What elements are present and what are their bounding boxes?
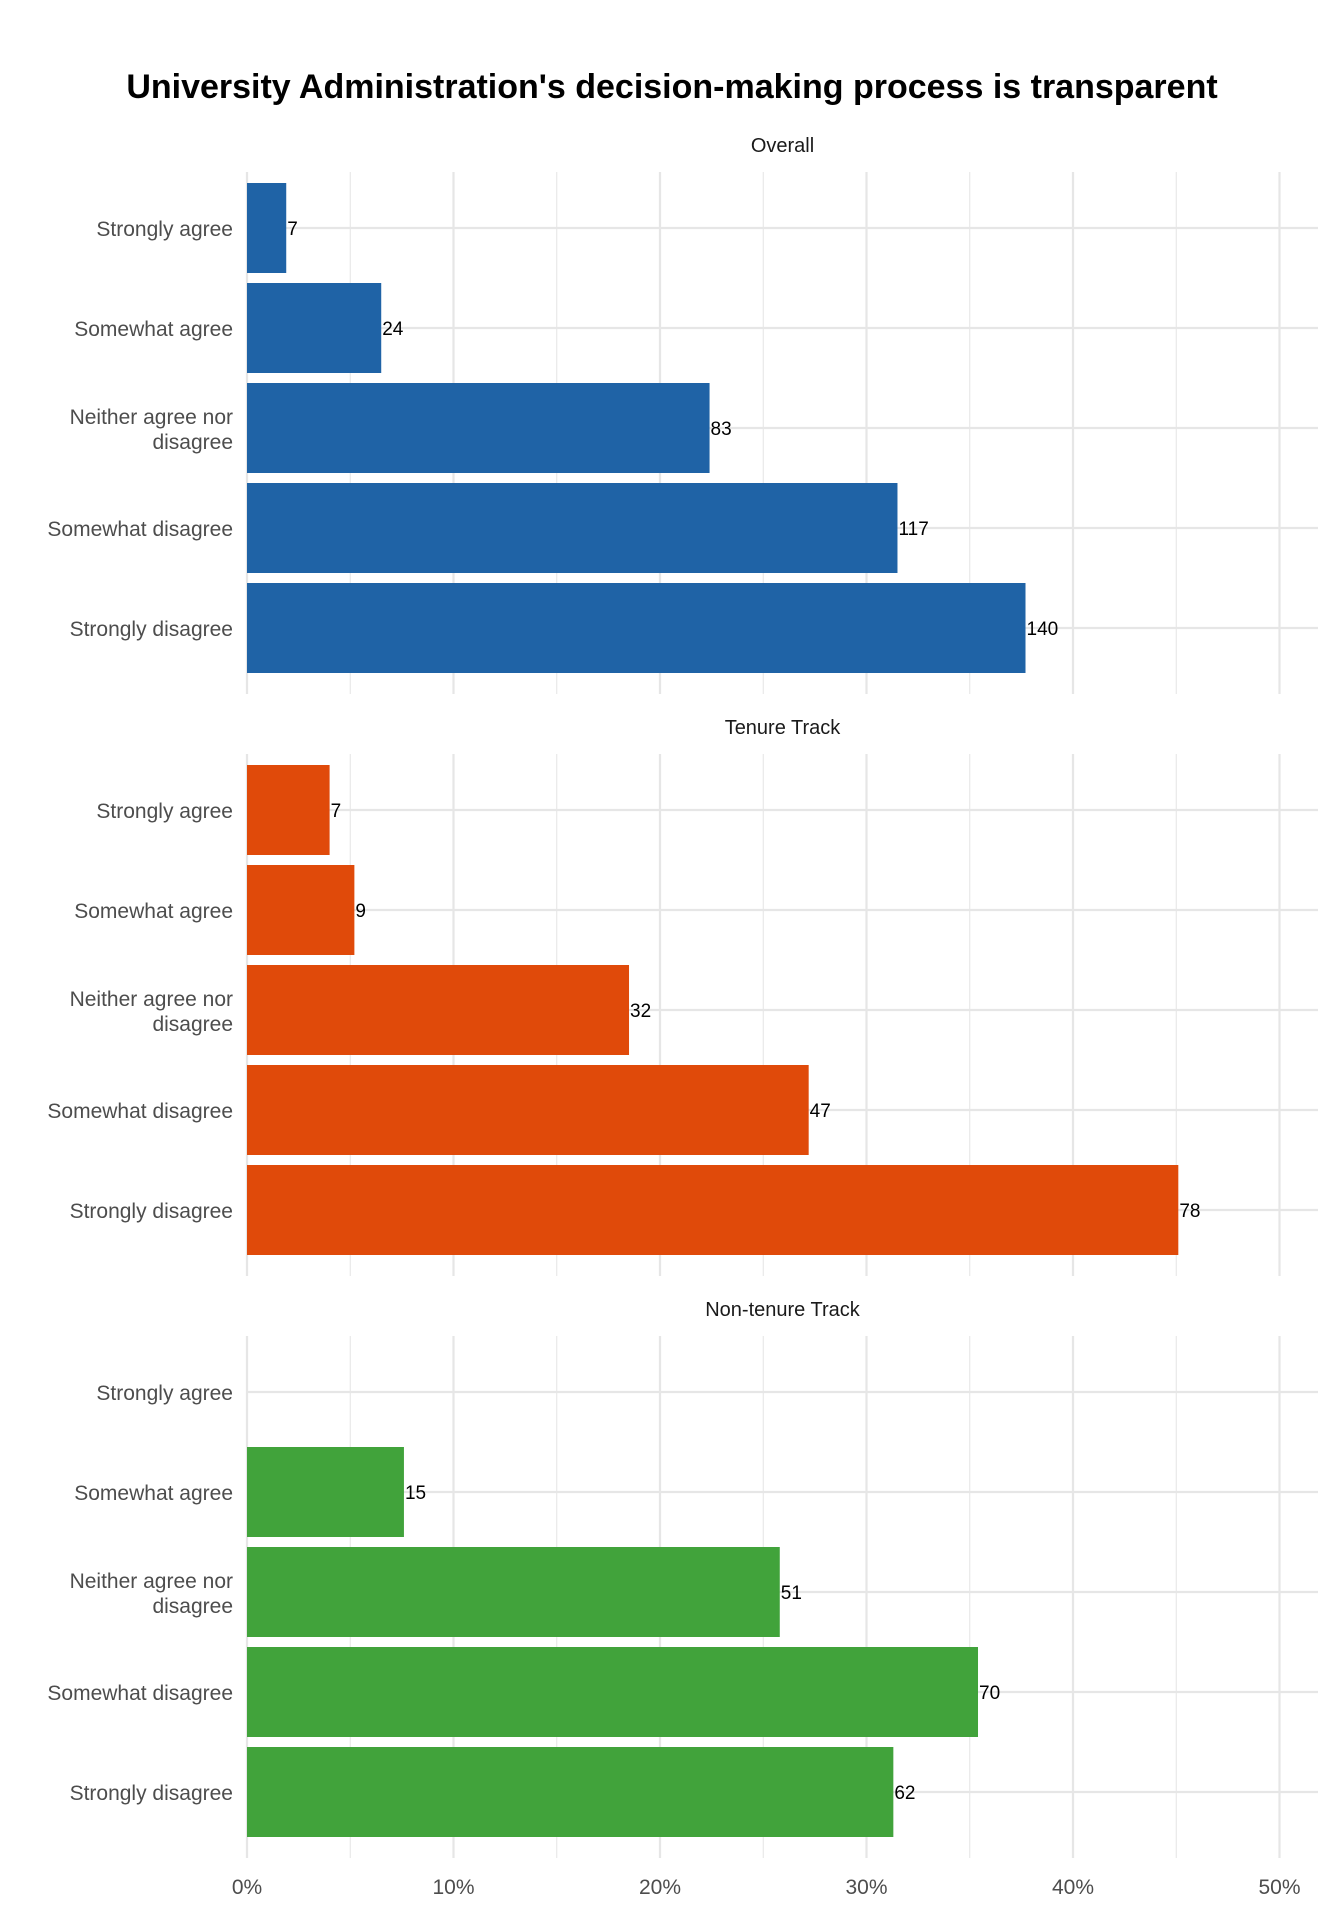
category-label: Neither agree nor bbox=[70, 406, 233, 429]
category-label: Somewhat agree bbox=[74, 1482, 233, 1505]
bar bbox=[247, 1747, 894, 1837]
x-tick-label: 20% bbox=[639, 1876, 681, 1899]
bar bbox=[247, 483, 898, 573]
bar bbox=[247, 583, 1026, 673]
category-label: disagree bbox=[152, 1595, 233, 1618]
category-label: Strongly disagree bbox=[70, 1782, 233, 1805]
bar bbox=[247, 283, 382, 373]
data-label: 15 bbox=[405, 1483, 426, 1504]
category-label: Neither agree nor bbox=[70, 988, 233, 1011]
bar bbox=[247, 1447, 404, 1537]
data-label: 7 bbox=[331, 801, 342, 822]
data-label: 7 bbox=[287, 219, 298, 240]
bar bbox=[247, 765, 330, 855]
category-label: Strongly disagree bbox=[70, 618, 233, 641]
category-label: disagree bbox=[152, 1013, 233, 1036]
facet-label: Overall bbox=[751, 135, 814, 157]
data-label: 70 bbox=[979, 1683, 1000, 1704]
category-label: Somewhat agree bbox=[74, 318, 233, 341]
facet-label: Non-tenure Track bbox=[705, 1299, 861, 1321]
data-label: 62 bbox=[894, 1783, 915, 1804]
bar bbox=[247, 1065, 809, 1155]
data-label: 78 bbox=[1179, 1201, 1200, 1222]
data-label: 83 bbox=[711, 419, 732, 440]
data-label: 24 bbox=[382, 319, 404, 340]
bar bbox=[247, 1647, 979, 1737]
data-label: 47 bbox=[810, 1101, 831, 1122]
data-label: 51 bbox=[781, 1583, 802, 1604]
bar bbox=[247, 965, 630, 1055]
data-label: 9 bbox=[355, 901, 366, 922]
category-label: Somewhat disagree bbox=[47, 1682, 233, 1705]
category-label: Somewhat disagree bbox=[47, 1100, 233, 1123]
bar bbox=[247, 865, 355, 955]
data-label: 117 bbox=[898, 519, 928, 540]
category-label: Somewhat agree bbox=[74, 900, 233, 923]
category-label: disagree bbox=[152, 431, 233, 454]
category-label: Strongly agree bbox=[96, 800, 233, 823]
category-label: Strongly disagree bbox=[70, 1200, 233, 1223]
category-label: Strongly agree bbox=[96, 218, 233, 241]
bar bbox=[247, 1165, 1179, 1255]
x-tick-label: 30% bbox=[845, 1876, 887, 1899]
facet-label: Tenure Track bbox=[725, 717, 842, 739]
category-label: Somewhat disagree bbox=[47, 518, 233, 541]
chart-title: University Administration's decision-mak… bbox=[126, 68, 1218, 106]
x-tick-label: 50% bbox=[1258, 1876, 1300, 1899]
data-label: 32 bbox=[630, 1001, 651, 1022]
bar bbox=[247, 183, 287, 273]
x-tick-label: 40% bbox=[1052, 1876, 1094, 1899]
x-tick-label: 10% bbox=[432, 1876, 474, 1899]
category-label: Strongly agree bbox=[96, 1382, 233, 1405]
data-label: 140 bbox=[1027, 619, 1059, 640]
x-tick-label: 0% bbox=[232, 1876, 262, 1899]
bar bbox=[247, 1547, 780, 1637]
category-label: Neither agree nor bbox=[70, 1570, 233, 1593]
bar bbox=[247, 383, 710, 473]
